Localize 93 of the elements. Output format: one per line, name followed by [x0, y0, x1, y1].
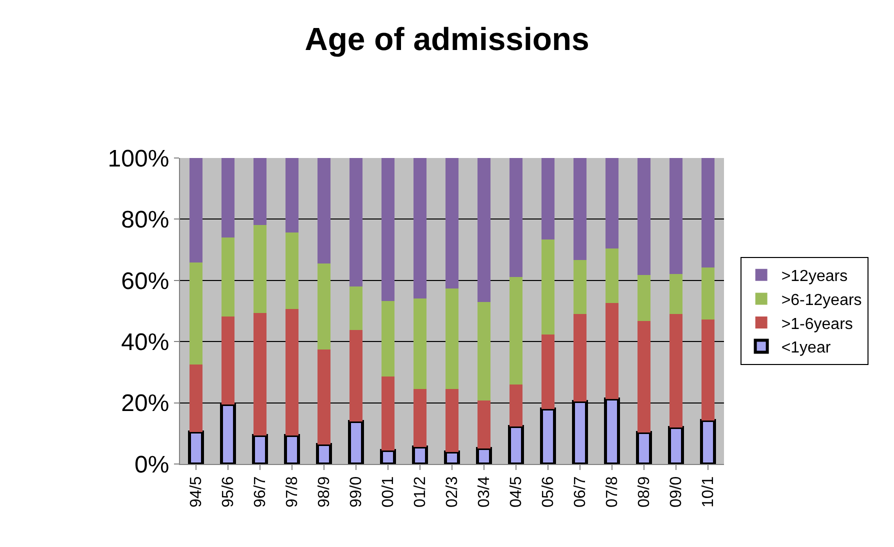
bar [317, 264, 331, 350]
y-tick-label: 0% [134, 451, 170, 478]
bar [669, 274, 683, 314]
x-tick-label: 04/5 [508, 476, 526, 508]
legend-label: >1-6years [781, 316, 853, 333]
y-tick-label: 20% [121, 390, 170, 418]
bar [349, 330, 363, 422]
x-tick-label: 10/1 [700, 476, 718, 508]
x-tick-label: 95/6 [220, 476, 238, 508]
x-tick-label: 07/8 [604, 476, 622, 508]
bar [605, 303, 619, 399]
bar [252, 434, 268, 464]
bar [476, 446, 492, 464]
x-tick-label: 98/9 [316, 476, 334, 508]
bar [380, 449, 396, 464]
y-tick-label: 60% [121, 268, 170, 295]
bar [701, 158, 715, 268]
bar [637, 275, 651, 322]
x-tick-label: 08/9 [636, 476, 654, 508]
chart-title: Age of admissions [304, 20, 590, 57]
bar [317, 158, 331, 264]
bar [285, 309, 299, 436]
bar [284, 434, 300, 464]
bar [605, 248, 619, 304]
bar [413, 158, 427, 298]
y-tick-label: 80% [121, 206, 170, 234]
bar [573, 158, 587, 260]
x-tick-label: 99/0 [348, 476, 366, 508]
bar [381, 158, 395, 302]
bar [477, 400, 491, 448]
x-tick-label: 02/3 [444, 476, 462, 508]
bar [253, 158, 267, 226]
x-tick-label: 97/8 [284, 476, 302, 508]
bar [541, 334, 555, 409]
bar [509, 384, 523, 427]
bar [477, 302, 491, 400]
bar [189, 364, 203, 432]
legend-label: <1year [781, 340, 832, 357]
y-tick-label: 100% [108, 145, 170, 172]
bar [221, 316, 235, 404]
bar [701, 268, 715, 320]
legend-label: >6-12years [781, 292, 862, 309]
bar [381, 376, 395, 451]
bar [700, 419, 716, 464]
bar [381, 301, 395, 376]
bar [573, 314, 587, 402]
bar [253, 312, 267, 436]
bar [189, 262, 203, 365]
bar [285, 232, 299, 310]
bar [221, 238, 235, 317]
x-tick-label: 06/7 [572, 476, 590, 508]
x-tick-label: 94/5 [188, 476, 206, 508]
bar [412, 446, 428, 464]
bar [669, 314, 683, 428]
bar [508, 425, 524, 464]
bar [413, 298, 427, 390]
x-tick-label: 00/1 [380, 476, 398, 508]
legend-label: >12years [781, 268, 848, 286]
bar [221, 158, 235, 238]
bar [413, 389, 427, 448]
y-tick-label: 40% [121, 329, 170, 356]
bar [605, 158, 619, 248]
bar [445, 158, 459, 289]
bar [349, 158, 363, 287]
x-tick-label: 96/7 [252, 476, 270, 508]
bar [509, 277, 523, 384]
bar [669, 158, 683, 274]
bar [540, 407, 556, 464]
bar [668, 426, 684, 464]
bar [317, 350, 331, 444]
bar [637, 158, 651, 276]
bar [541, 158, 555, 240]
bar [189, 158, 203, 262]
bar [285, 158, 299, 233]
bar [445, 389, 459, 452]
x-tick-label: 01/2 [412, 476, 430, 508]
bar [701, 319, 715, 421]
x-tick-label: 05/6 [540, 476, 558, 508]
x-tick-label: 09/0 [668, 476, 686, 508]
bar [636, 430, 652, 464]
bar [316, 442, 332, 464]
bar [509, 158, 523, 278]
bar [541, 239, 555, 335]
bar [637, 321, 651, 432]
bar [349, 286, 363, 330]
x-tick-label: 03/4 [476, 476, 494, 508]
bar [445, 288, 459, 390]
bar [573, 260, 587, 314]
bar [188, 430, 204, 464]
bar [253, 225, 267, 313]
bar [444, 450, 460, 464]
bar [348, 420, 364, 464]
bar [477, 158, 491, 302]
